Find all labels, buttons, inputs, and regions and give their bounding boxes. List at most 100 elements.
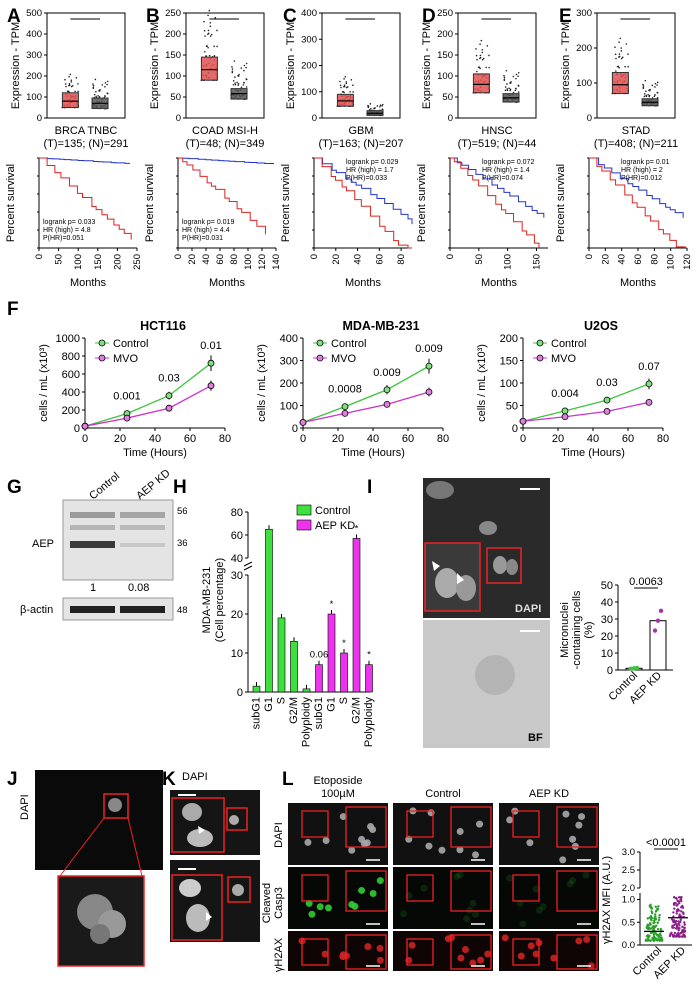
control-bar bbox=[290, 640, 298, 693]
data-point bbox=[205, 55, 208, 57]
nucleus bbox=[587, 962, 595, 970]
cell-cluster bbox=[475, 655, 515, 695]
data-point bbox=[379, 104, 382, 107]
nucleus bbox=[187, 829, 213, 847]
mvo-line bbox=[302, 391, 430, 424]
zoom-inset bbox=[556, 806, 598, 848]
legend-marker bbox=[536, 339, 544, 347]
data-point bbox=[106, 92, 109, 94]
survival-ylabel: Percent survival bbox=[5, 164, 17, 242]
nucleus bbox=[461, 946, 469, 954]
band-aep-aepkd bbox=[120, 543, 165, 547]
micrograph bbox=[393, 931, 493, 971]
low-expression-curve bbox=[314, 157, 413, 225]
data-point bbox=[656, 908, 660, 911]
survival-stat: HR (high) = 1.4 bbox=[482, 167, 530, 174]
p-value: <0.0001 bbox=[646, 837, 686, 849]
data-point bbox=[620, 50, 623, 52]
data-point bbox=[349, 91, 351, 93]
growth-title: HCT116 bbox=[140, 319, 186, 333]
legend-label: Control bbox=[331, 338, 366, 350]
tumor-box bbox=[336, 93, 354, 107]
aepkd-bar bbox=[365, 664, 373, 693]
cancer-type: GBM bbox=[348, 125, 373, 137]
nucleus bbox=[550, 954, 558, 962]
data-point bbox=[679, 920, 682, 924]
data-point bbox=[475, 48, 477, 50]
data-point bbox=[655, 618, 661, 623]
data-point bbox=[651, 931, 655, 934]
control-point bbox=[561, 407, 569, 415]
xtick-label: 20 bbox=[114, 433, 126, 445]
legend-label: AEP KD bbox=[315, 520, 355, 532]
data-point bbox=[672, 896, 676, 899]
row-label-dapi: DAPI bbox=[273, 822, 285, 848]
xtick-label: 80 bbox=[219, 433, 231, 445]
roi-box bbox=[406, 874, 434, 902]
survival-stat: P(HR)=0.031 bbox=[182, 235, 223, 242]
data-point bbox=[505, 69, 508, 72]
sample-counts: (T)=48; (N)=349 bbox=[186, 138, 265, 150]
p-value: 0.03 bbox=[158, 373, 179, 385]
data-point bbox=[681, 928, 684, 932]
survival-stat: logrank p= 0.072 bbox=[482, 159, 534, 166]
significance: * bbox=[367, 650, 371, 661]
data-point bbox=[232, 80, 235, 82]
mvo-line bbox=[522, 401, 650, 422]
data-point bbox=[243, 69, 245, 72]
gh2ax-ylabel: γH2AX MFI (A.U.) bbox=[601, 856, 613, 944]
zoom-inset bbox=[556, 870, 598, 912]
ytick-label: 50 bbox=[506, 401, 518, 413]
ylabel-2: -containing cells bbox=[571, 590, 583, 669]
survival-stat: logrank p= 0.01 bbox=[621, 159, 670, 166]
data-point bbox=[509, 82, 512, 84]
data-point bbox=[680, 910, 683, 913]
data-point bbox=[642, 86, 645, 89]
nucleus bbox=[232, 884, 244, 896]
dapi-image-2 bbox=[170, 860, 260, 942]
low-expression-curve bbox=[589, 157, 684, 218]
data-point bbox=[213, 45, 215, 48]
data-point bbox=[208, 9, 211, 12]
data-point bbox=[68, 84, 70, 87]
roi-box bbox=[171, 874, 223, 941]
data-point bbox=[508, 87, 510, 90]
xtick-label: 40 bbox=[617, 254, 628, 265]
nucleus bbox=[420, 884, 428, 892]
nucleus bbox=[376, 877, 384, 885]
data-point bbox=[234, 76, 236, 78]
col-header-control: Control bbox=[425, 788, 460, 800]
data-point bbox=[94, 78, 97, 81]
data-point bbox=[656, 933, 660, 937]
ytick-label: 100 bbox=[301, 87, 317, 98]
survival-stat: P(HR)=0.012 bbox=[621, 175, 662, 182]
growth-xlabel: Time (Hours) bbox=[341, 447, 405, 459]
arrowhead-icon bbox=[206, 912, 212, 921]
data-point bbox=[681, 935, 684, 938]
data-point bbox=[676, 899, 679, 903]
survival-xlabel: Months bbox=[70, 277, 107, 289]
data-point bbox=[207, 29, 210, 32]
nucleus bbox=[578, 813, 586, 821]
data-point bbox=[649, 915, 653, 918]
legend-marker bbox=[316, 339, 324, 347]
data-point bbox=[627, 65, 629, 68]
box-frame bbox=[185, 12, 265, 119]
band-mid-control bbox=[70, 525, 115, 530]
low-expression-curve bbox=[450, 157, 545, 218]
data-point bbox=[675, 923, 678, 926]
nucleus bbox=[351, 902, 359, 910]
mvo-point bbox=[519, 417, 527, 425]
data-point bbox=[512, 75, 515, 78]
nucleus bbox=[539, 903, 547, 911]
nucleus bbox=[484, 950, 492, 958]
data-point bbox=[650, 907, 654, 910]
xtick-label: 80 bbox=[649, 254, 660, 265]
data-point bbox=[676, 926, 679, 929]
roi-box bbox=[406, 938, 434, 966]
nucleus bbox=[364, 943, 372, 951]
data-point bbox=[658, 608, 664, 614]
legend-marker bbox=[98, 339, 106, 347]
ytick-label: 200 bbox=[165, 29, 181, 40]
